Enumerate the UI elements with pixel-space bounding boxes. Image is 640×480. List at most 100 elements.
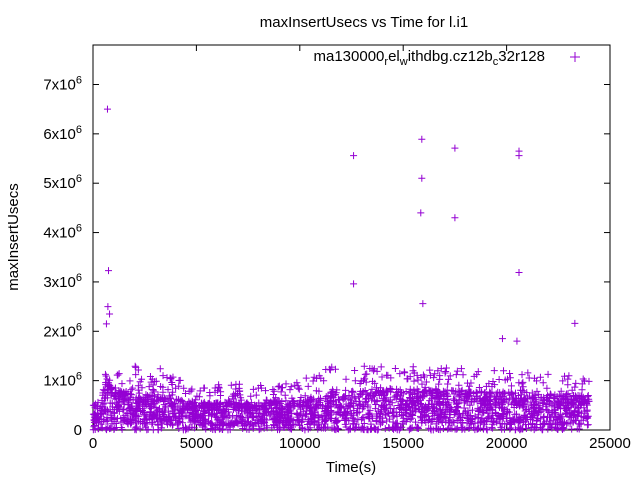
data-point — [222, 402, 230, 410]
data-point — [293, 379, 301, 387]
data-point — [320, 412, 328, 420]
data-point — [422, 378, 430, 386]
data-point — [527, 398, 535, 406]
data-point — [433, 398, 441, 406]
data-point — [145, 411, 153, 419]
data-point — [108, 399, 116, 407]
data-point — [544, 392, 552, 400]
data-point — [138, 384, 146, 392]
data-point — [382, 394, 390, 402]
data-point — [352, 398, 360, 406]
data-point — [523, 389, 531, 397]
data-point — [551, 403, 559, 411]
data-point — [430, 374, 438, 382]
data-point — [191, 405, 199, 413]
data-point — [298, 411, 306, 419]
data-point — [119, 406, 127, 414]
data-point — [113, 400, 121, 408]
data-point — [162, 395, 170, 403]
data-point — [272, 411, 280, 419]
data-point — [359, 388, 367, 396]
data-point — [490, 367, 498, 375]
data-point — [214, 416, 222, 424]
data-point — [133, 412, 141, 420]
data-point — [236, 412, 244, 420]
data-point — [104, 303, 112, 311]
data-point — [455, 381, 463, 389]
data-point — [169, 373, 177, 381]
data-point — [544, 407, 552, 415]
data-point — [196, 421, 204, 429]
x-axis-label: Time(s) — [326, 459, 376, 476]
legend: ma130000relwithdbg.cz12bc32r128 — [313, 48, 580, 68]
data-point — [445, 375, 453, 383]
data-point — [315, 414, 323, 422]
data-point — [498, 410, 506, 418]
data-point — [191, 399, 199, 407]
data-point — [349, 420, 357, 428]
data-point — [114, 371, 122, 379]
data-point — [118, 425, 126, 433]
data-point — [188, 423, 196, 431]
data-point — [488, 383, 496, 391]
data-point — [506, 425, 514, 433]
data-point — [110, 416, 118, 424]
data-point — [400, 368, 408, 376]
data-point — [369, 377, 377, 385]
data-point — [466, 401, 474, 409]
data-point — [506, 424, 514, 432]
data-point — [504, 399, 512, 407]
data-point — [199, 415, 207, 423]
data-point — [422, 405, 430, 413]
data-point — [479, 425, 487, 433]
data-point — [410, 369, 418, 377]
data-point — [444, 425, 452, 433]
data-point — [275, 406, 283, 414]
data-point — [101, 370, 109, 378]
data-point — [277, 388, 285, 396]
data-point — [455, 392, 463, 400]
data-point — [265, 408, 273, 416]
data-point — [333, 425, 341, 433]
data-point — [374, 426, 382, 434]
data-point — [145, 383, 153, 391]
data-point — [263, 424, 271, 432]
axis-ticks: 0 5000 10000 15000 20000 25000 0 1x106 2x106 3x10… — [43, 45, 631, 452]
data-point — [368, 385, 376, 393]
data-point — [498, 335, 506, 343]
data-point — [563, 409, 571, 417]
data-point — [431, 370, 439, 378]
x-tick-label: 5000 — [180, 435, 213, 452]
data-point — [270, 387, 278, 395]
data-point — [562, 391, 570, 399]
data-point — [129, 410, 137, 418]
data-point — [135, 398, 143, 406]
data-point — [453, 367, 461, 375]
data-point — [572, 416, 580, 424]
data-point — [354, 416, 362, 424]
data-point — [406, 416, 414, 424]
data-point — [505, 388, 513, 396]
data-point — [208, 406, 216, 414]
data-point — [442, 367, 450, 375]
data-point — [377, 403, 385, 411]
data-point — [133, 399, 141, 407]
data-point — [244, 404, 252, 412]
data-point — [500, 367, 508, 375]
data-point — [348, 393, 356, 401]
data-point — [529, 414, 537, 422]
data-point — [342, 375, 350, 383]
data-point — [139, 405, 147, 413]
data-point — [156, 415, 164, 423]
data-point — [315, 387, 323, 395]
y-tick-label: 2x106 — [43, 321, 82, 340]
data-point — [432, 386, 440, 394]
data-point — [160, 394, 168, 402]
data-point — [385, 424, 393, 432]
data-point — [245, 426, 253, 434]
data-point — [579, 393, 587, 401]
data-point — [196, 387, 204, 395]
data-point — [222, 422, 230, 430]
data-point — [466, 424, 474, 432]
data-point — [531, 396, 539, 404]
